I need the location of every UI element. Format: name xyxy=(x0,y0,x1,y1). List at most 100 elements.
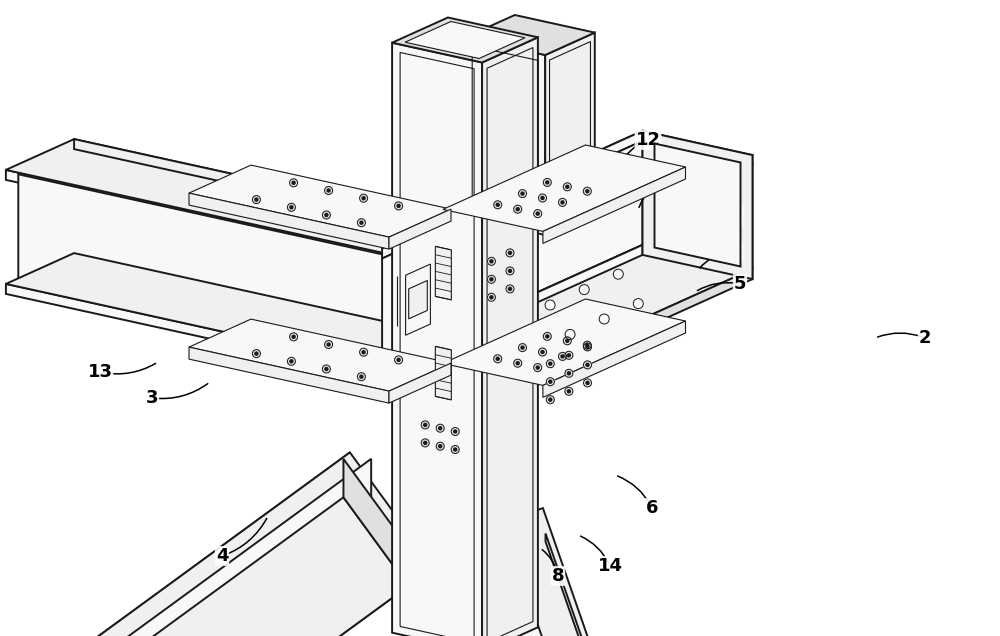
Circle shape xyxy=(362,197,365,200)
Circle shape xyxy=(566,339,569,342)
Circle shape xyxy=(362,350,365,354)
Polygon shape xyxy=(492,165,753,387)
Circle shape xyxy=(516,362,519,364)
Circle shape xyxy=(487,258,495,265)
Circle shape xyxy=(436,442,444,450)
Circle shape xyxy=(424,424,427,426)
Circle shape xyxy=(586,363,589,366)
Circle shape xyxy=(490,296,493,299)
Circle shape xyxy=(509,251,512,254)
Circle shape xyxy=(487,293,495,301)
Circle shape xyxy=(506,267,514,275)
Circle shape xyxy=(536,366,539,369)
Circle shape xyxy=(506,285,514,293)
Polygon shape xyxy=(382,245,642,373)
Polygon shape xyxy=(6,139,454,254)
Circle shape xyxy=(521,192,524,195)
Circle shape xyxy=(397,204,400,207)
Polygon shape xyxy=(392,43,482,636)
Circle shape xyxy=(360,194,368,202)
Circle shape xyxy=(538,348,546,356)
Circle shape xyxy=(290,360,293,363)
Circle shape xyxy=(292,335,295,338)
Text: 3: 3 xyxy=(146,389,158,407)
Circle shape xyxy=(287,357,295,365)
Circle shape xyxy=(613,269,623,279)
Polygon shape xyxy=(546,534,626,636)
Circle shape xyxy=(534,210,542,218)
Circle shape xyxy=(360,375,363,378)
Circle shape xyxy=(494,201,502,209)
Polygon shape xyxy=(382,245,753,387)
Circle shape xyxy=(538,194,546,202)
Circle shape xyxy=(327,189,330,192)
Polygon shape xyxy=(654,144,740,266)
Circle shape xyxy=(395,356,403,364)
Circle shape xyxy=(252,196,260,204)
Polygon shape xyxy=(435,347,451,400)
Circle shape xyxy=(490,259,493,263)
Text: 1: 1 xyxy=(510,33,522,51)
Circle shape xyxy=(360,348,368,356)
Circle shape xyxy=(567,372,570,375)
Circle shape xyxy=(357,373,365,381)
Circle shape xyxy=(494,355,502,363)
Circle shape xyxy=(424,441,427,445)
Polygon shape xyxy=(491,490,571,636)
Polygon shape xyxy=(448,508,623,636)
Polygon shape xyxy=(482,38,538,636)
Circle shape xyxy=(496,357,499,361)
Circle shape xyxy=(545,300,555,310)
Circle shape xyxy=(322,211,330,219)
Circle shape xyxy=(586,343,589,347)
Text: 9: 9 xyxy=(506,551,518,569)
Circle shape xyxy=(546,378,554,385)
Polygon shape xyxy=(148,578,408,636)
Polygon shape xyxy=(6,170,386,263)
Text: 6: 6 xyxy=(646,499,658,517)
Circle shape xyxy=(290,333,298,341)
Circle shape xyxy=(563,337,571,345)
Circle shape xyxy=(327,343,330,346)
Circle shape xyxy=(325,214,328,216)
Circle shape xyxy=(509,287,512,291)
Polygon shape xyxy=(83,497,408,636)
Text: 2: 2 xyxy=(919,329,931,347)
Polygon shape xyxy=(6,253,454,368)
Circle shape xyxy=(439,445,442,448)
Circle shape xyxy=(567,390,570,393)
Circle shape xyxy=(451,427,459,436)
Circle shape xyxy=(451,445,459,453)
Polygon shape xyxy=(405,22,525,59)
Circle shape xyxy=(546,181,549,184)
Polygon shape xyxy=(443,145,686,232)
Polygon shape xyxy=(465,38,545,235)
Polygon shape xyxy=(111,459,371,636)
Polygon shape xyxy=(6,284,386,378)
Polygon shape xyxy=(642,131,753,279)
Text: 7: 7 xyxy=(666,163,678,181)
Circle shape xyxy=(487,275,495,283)
Circle shape xyxy=(421,421,429,429)
Circle shape xyxy=(599,314,609,324)
Circle shape xyxy=(541,350,544,354)
Circle shape xyxy=(514,205,522,213)
Circle shape xyxy=(490,278,493,281)
Circle shape xyxy=(543,179,551,186)
Circle shape xyxy=(546,335,549,338)
Polygon shape xyxy=(382,141,642,363)
Circle shape xyxy=(514,359,522,367)
Circle shape xyxy=(586,190,589,193)
Polygon shape xyxy=(83,452,350,636)
Polygon shape xyxy=(392,18,538,62)
Circle shape xyxy=(521,346,524,349)
Polygon shape xyxy=(545,32,595,235)
Circle shape xyxy=(541,197,544,200)
Circle shape xyxy=(325,186,333,195)
Circle shape xyxy=(546,396,554,404)
Circle shape xyxy=(454,430,457,433)
Circle shape xyxy=(292,181,295,184)
Circle shape xyxy=(579,284,589,294)
Polygon shape xyxy=(435,246,451,300)
Circle shape xyxy=(549,398,552,401)
